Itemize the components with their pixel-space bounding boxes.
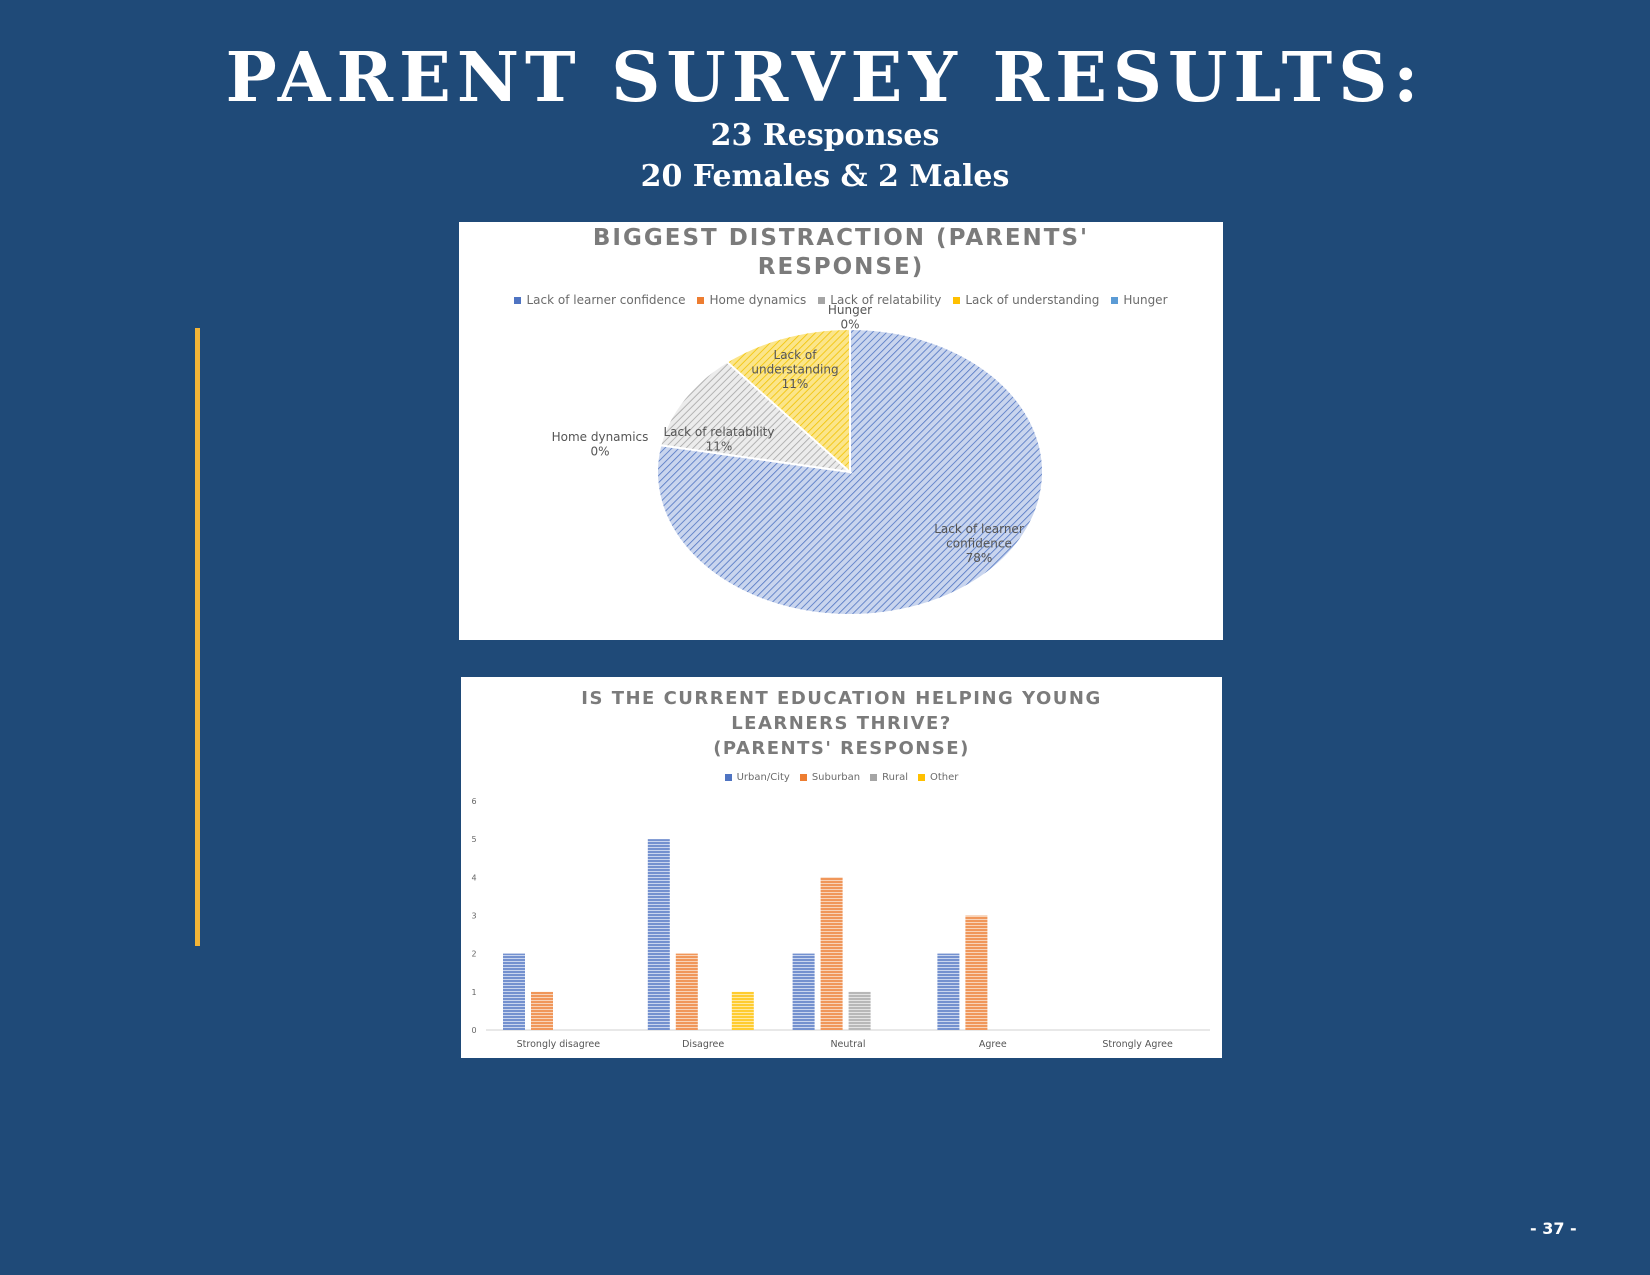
bar-legend-item-urban-city: Urban/City [724, 772, 790, 783]
bar-y-tick-label: 2 [471, 950, 476, 959]
pie-slice-lack-of-learner-confidence [656, 327, 1044, 616]
pie-legend-swatch [818, 296, 826, 304]
bar-legend-label: Urban/City [736, 772, 790, 783]
pie-data-label-hunger: Hunger 0% [828, 303, 872, 332]
pie-legend-swatch [697, 296, 705, 304]
pie-chart-title: BIGGEST DISTRACTION (PARENTS' RESPONSE) [592, 225, 1090, 280]
bar-legend-label: Other [929, 772, 959, 783]
pie-data-label-lack-of-learner-confidence: Lack of learner confidence 78% [934, 522, 1024, 565]
bar-suburban-strongly-disagree [531, 991, 553, 1030]
responses-count: 23 Responses [710, 118, 940, 153]
pie-legend-label: Lack of learner confidence [526, 293, 686, 307]
pie-legend-label: Lack of relatability [830, 293, 942, 307]
pie-slice-lack-of-relatability [659, 360, 854, 474]
bar-legend-swatch [917, 774, 925, 781]
bar-x-tick-label: Disagree [682, 1039, 724, 1050]
bar-legend-item-other: Other [917, 772, 959, 783]
pie-legend-item-lack-of-relatability: Lack of relatability [818, 293, 941, 307]
pie-legend-label: Home dynamics [709, 293, 807, 307]
bar-y-tick-label: 6 [471, 797, 476, 806]
page-number: - 37 - [1530, 1219, 1577, 1238]
bar-urban-city-neutral [792, 953, 815, 1030]
bar-suburban-neutral [820, 877, 843, 1030]
bar-chart-panel: IS THE CURRENT EDUCATION HELPING YOUNG L… [461, 677, 1222, 1058]
pie-legend-item-hunger: Hunger [1111, 293, 1168, 307]
pie-legend-item-lack-of-understanding: Lack of understanding [953, 293, 1099, 307]
bar-x-tick-label: Agree [979, 1039, 1007, 1050]
bar-legend-swatch [870, 774, 878, 781]
bar-urban-city-disagree [647, 839, 670, 1030]
pie-legend-label: Hunger [1123, 293, 1168, 307]
gender-breakdown: 20 Females & 2 Males [640, 159, 1010, 194]
bar-y-tick-label: 1 [471, 988, 476, 997]
bar-suburban-agree [965, 915, 988, 1030]
bar-x-tick-label: Strongly disagree [517, 1039, 601, 1050]
bar-urban-city-strongly-disagree [503, 953, 525, 1030]
pie-legend-swatch [514, 296, 522, 304]
pie-data-label-lack-of-relatability: Lack of relatability 11% [663, 425, 774, 454]
bar-urban-city-agree [937, 953, 960, 1030]
bar-y-tick-label: 3 [471, 912, 476, 921]
bar-y-tick-label: 5 [471, 835, 476, 844]
bar-legend-item-rural: Rural [870, 772, 908, 783]
bar-x-tick-label: Strongly Agree [1102, 1039, 1173, 1050]
bar-x-tick-label: Neutral [830, 1039, 865, 1050]
pie-legend-label: Lack of understanding [965, 293, 1100, 307]
bar-other-disagree [731, 991, 754, 1030]
bar-legend-label: Suburban [811, 772, 861, 783]
bar-chart-title: IS THE CURRENT EDUCATION HELPING YOUNG L… [581, 688, 1102, 759]
pie-chart: Lack of learner confidence 78% Home dynamic… [552, 303, 1044, 616]
bar-legend-label: Rural [882, 772, 908, 783]
pie-chart-panel: BIGGEST DISTRACTION (PARENTS' RESPONSE) … [459, 222, 1223, 640]
pie-legend: Lack of learner confidence Home dynamics L… [459, 293, 1223, 307]
bar-legend: Urban/City Suburban Rural Other [461, 772, 1222, 783]
pie-data-label-home-dynamics: Home dynamics 0% [552, 430, 649, 459]
bar-legend-item-suburban: Suburban [799, 772, 861, 783]
pie-legend-item-home-dynamics: Home dynamics [697, 293, 806, 307]
bar-rural-neutral [848, 991, 871, 1030]
pie-slice-lack-of-understanding [725, 327, 851, 475]
bar-chart: 0 1 2 3 4 5 6 Strongly disagree Disagree Neutral A… [471, 797, 1210, 1050]
pie-legend-item-lack-of-learner-confidence: Lack of learner confidence [514, 293, 685, 307]
pie-legend-swatch [953, 296, 961, 304]
pie-data-label-lack-of-understanding: Lack of understanding 11% [751, 348, 838, 391]
accent-bar [195, 328, 200, 946]
bar-legend-swatch [724, 774, 732, 781]
page-title: PARENT SURVEY RESULTS: [225, 38, 1425, 118]
bar-legend-swatch [799, 774, 807, 781]
bar-y-tick-label: 0 [471, 1026, 476, 1035]
pie-legend-swatch [1111, 296, 1119, 304]
bar-suburban-disagree [675, 953, 698, 1030]
bar-y-tick-label: 4 [471, 873, 476, 882]
